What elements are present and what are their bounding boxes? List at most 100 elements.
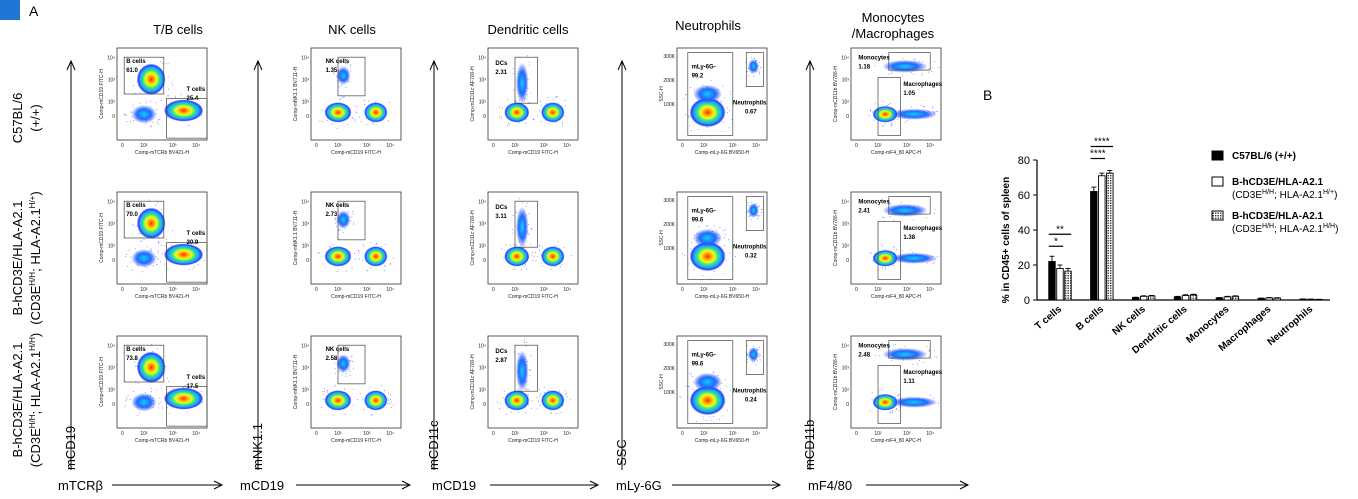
- gate-box: [687, 340, 734, 424]
- svg-text:0: 0: [681, 287, 684, 293]
- col-title-dc: Dendritic cells: [488, 22, 569, 37]
- svg-text:10²: 10²: [302, 244, 310, 250]
- svg-text:0: 0: [315, 431, 318, 437]
- flow-plot-r0-c3: mLy-6G- 99.2 Neutrophils 0.67 300K 200K 100K 0 1…: [659, 47, 768, 156]
- flow-plot-r1-c3: mLy-6G- 99.6 Neutrophils 0.32 300K 200K 100K 0 1…: [659, 191, 768, 300]
- svg-text:10⁴: 10⁴: [563, 287, 571, 293]
- svg-text:10⁴: 10⁴: [841, 199, 849, 205]
- legend-label: B-hCD3E/HLA-A2.1: [1232, 177, 1324, 188]
- svg-text:100K: 100K: [663, 102, 675, 108]
- svg-text:10²: 10²: [479, 100, 487, 106]
- svg-text:10³: 10³: [302, 221, 310, 227]
- svg-text:10²: 10²: [334, 143, 342, 149]
- svg-text:(CD3EH/H; HLA-A2.1H/+): (CD3EH/H; HLA-A2.1H/+): [28, 191, 43, 324]
- gate-box: [166, 98, 208, 139]
- svg-text:10³: 10³: [108, 77, 116, 83]
- svg-text:10³: 10³: [540, 287, 548, 293]
- svg-text:0: 0: [121, 287, 124, 293]
- plot-x-title: Comp-mLy-6G BV650-H: [695, 150, 750, 156]
- svg-text:0: 0: [121, 431, 124, 437]
- y-tick-labels: 300K 200K 100K: [663, 198, 675, 252]
- population-density: [882, 203, 928, 217]
- svg-text:10⁴: 10⁴: [752, 287, 760, 293]
- svg-text:0: 0: [315, 287, 318, 293]
- plot-frame: [676, 47, 768, 141]
- col-title-neutrophils: Neutrophils: [675, 18, 741, 33]
- gate-percent: 99.6: [692, 218, 704, 224]
- svg-text:0: 0: [483, 114, 486, 120]
- gate-percent: 25.4: [187, 96, 199, 102]
- svg-text:10²: 10²: [700, 431, 708, 437]
- bar-macrophages-s1: [1265, 297, 1273, 301]
- svg-text:0: 0: [315, 143, 318, 149]
- bar-dendritic-cells-s2: [1189, 294, 1198, 301]
- y-tick-labels: 10⁴ 10³ 10² 0: [478, 343, 486, 408]
- x-tick-labels: 0 10² 10³ 10⁴: [492, 431, 571, 437]
- gate-box: [337, 200, 366, 241]
- bar-t-cells-s1: [1056, 268, 1064, 301]
- flow-plot-r2-c2: DCs 2.87 10⁴ 10³ 10² 0 0 10² 10³ 10⁴ Comp-mCD19 FI…: [470, 335, 579, 444]
- svg-text:0: 0: [306, 402, 309, 408]
- bar-nk-cells-s0: [1131, 297, 1140, 301]
- y-tick-label: 20: [1018, 260, 1030, 272]
- gate-label: NK cells: [326, 347, 350, 353]
- population-density: [872, 249, 898, 267]
- plot-y-title: Comp-mNK1.1 BV711-H: [293, 210, 299, 265]
- population-density: [336, 210, 351, 229]
- gate-box: [123, 200, 165, 239]
- x-tick-labels: 0 10² 10³ 10⁴: [855, 143, 934, 149]
- gate-label: T cells: [187, 231, 206, 237]
- y-tick-labels: 10⁴ 10³ 10² 0: [301, 343, 309, 408]
- population-density: [890, 108, 938, 120]
- gate-box: [337, 56, 366, 97]
- gate-label: mLy-6G-: [692, 65, 716, 71]
- svg-text:0: 0: [112, 402, 115, 408]
- plot-x-title: Comp-mTCRb BV421-H: [135, 294, 189, 300]
- y-marker-label: SSC: [614, 439, 629, 466]
- col-title-monocytes: Monocytes: [862, 10, 925, 25]
- x-tick-labels: 0 10² 10³ 10⁴: [315, 143, 394, 149]
- gate-percent: 1.11: [903, 379, 915, 385]
- gate-label: Neutrophils: [733, 101, 767, 107]
- svg-text:10³: 10³: [540, 431, 548, 437]
- svg-text:300K: 300K: [663, 198, 675, 204]
- plot-x-title: Comp-mCD19 FITC-H: [331, 294, 381, 300]
- svg-text:10²: 10²: [700, 143, 708, 149]
- population-density: [504, 390, 530, 411]
- svg-text:10⁴: 10⁴: [841, 343, 849, 349]
- population-density: [748, 59, 759, 74]
- gate-percent: 0.67: [745, 110, 757, 116]
- svg-text:10³: 10³: [108, 365, 116, 371]
- bar-nk-cells-s1: [1139, 295, 1148, 301]
- plot-x-title: Comp-mCD19 FITC-H: [508, 438, 558, 444]
- col-title-macrophages: /Macrophages: [852, 26, 935, 41]
- svg-text:10⁴: 10⁴: [752, 143, 760, 149]
- x-tick-labels: 0 10² 10³ 10⁴: [121, 431, 200, 437]
- svg-text:B-hCD3E/HLA-A2.1: B-hCD3E/HLA-A2.1: [10, 201, 25, 316]
- svg-text:10³: 10³: [479, 365, 487, 371]
- svg-text:10²: 10²: [108, 100, 116, 106]
- svg-text:10²: 10²: [511, 143, 519, 149]
- y-tick-labels: 10⁴ 10³ 10² 0: [107, 343, 115, 408]
- plot-frame: [310, 335, 402, 429]
- population-density: [131, 249, 157, 268]
- significance-label: ****: [1090, 149, 1106, 160]
- svg-text:10²: 10²: [874, 287, 882, 293]
- gate-percent: 73.8: [126, 356, 138, 362]
- svg-text:10³: 10³: [108, 221, 116, 227]
- population-density: [364, 246, 388, 267]
- y-tick-labels: 10⁴ 10³ 10² 0: [478, 55, 486, 120]
- y-tick-labels: 300K 200K 100K: [663, 54, 675, 108]
- plot-y-title: SSC-H: [659, 86, 665, 102]
- gate-box: [877, 365, 901, 424]
- flow-plot-r2-c1: NK cells 2.58 10⁴ 10³ 10² 0 0 10² 10³ 10⁴ Comp-mCD…: [293, 335, 402, 444]
- significance-label: *: [1054, 236, 1058, 247]
- gate-percent: 17.5: [187, 384, 199, 390]
- population-density: [336, 354, 351, 373]
- col-title-nk: NK cells: [328, 22, 376, 37]
- population-density: [163, 99, 204, 122]
- row-label-1: B-hCD3E/HLA-A2.1 (CD3EH/H; HLA-A2.1H/+): [10, 191, 43, 324]
- population-density: [136, 63, 166, 95]
